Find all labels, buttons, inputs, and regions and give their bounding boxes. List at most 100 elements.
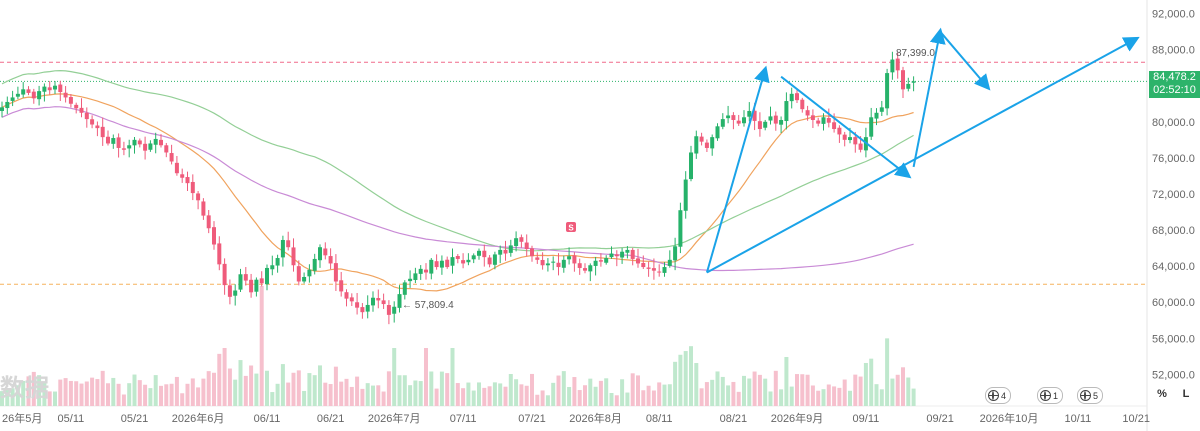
candle-body[interactable] <box>63 92 68 98</box>
candle-body[interactable] <box>26 89 31 93</box>
candle-body[interactable] <box>439 260 444 268</box>
candle-body[interactable] <box>238 274 243 290</box>
candle-body[interactable] <box>482 250 487 258</box>
percent-scale-button[interactable]: % <box>1157 388 1167 400</box>
candle-body[interactable] <box>704 142 709 148</box>
candle-body[interactable] <box>657 271 662 273</box>
candle-body[interactable] <box>784 101 789 122</box>
candle-body[interactable] <box>588 265 593 272</box>
candle-body[interactable] <box>259 278 264 284</box>
candle-body[interactable] <box>79 107 84 113</box>
candle-body[interactable] <box>503 249 508 254</box>
candle-body[interactable] <box>90 119 95 125</box>
candle-body[interactable] <box>519 237 524 242</box>
candle-body[interactable] <box>800 99 805 110</box>
candle-body[interactable] <box>646 267 651 269</box>
candle-body[interactable] <box>148 143 153 150</box>
candle-body[interactable] <box>710 137 715 149</box>
candle-body[interactable] <box>413 273 418 280</box>
candle-body[interactable] <box>556 262 561 268</box>
candle-body[interactable] <box>620 251 625 258</box>
candle-body[interactable] <box>561 259 566 268</box>
candle-body[interactable] <box>424 269 428 273</box>
candle-body[interactable] <box>174 162 179 174</box>
candle-body[interactable] <box>604 258 609 263</box>
candle-body[interactable] <box>106 136 110 144</box>
candle-body[interactable] <box>212 227 216 245</box>
candle-body[interactable] <box>121 148 126 150</box>
candle-body[interactable] <box>190 181 195 194</box>
candle-body[interactable] <box>323 248 328 256</box>
candle-body[interactable] <box>349 297 354 302</box>
candle-body[interactable] <box>111 138 116 144</box>
event-badge[interactable]: 5 <box>1077 387 1104 404</box>
candle-body[interactable] <box>890 59 895 73</box>
candle-body[interactable] <box>280 239 285 258</box>
candle-body[interactable] <box>286 240 291 248</box>
candle-body[interactable] <box>169 153 174 162</box>
candlesticks[interactable] <box>0 51 916 325</box>
candle-body[interactable] <box>487 257 492 265</box>
candle-body[interactable] <box>514 238 519 247</box>
candle-body[interactable] <box>545 263 550 266</box>
candle-body[interactable] <box>662 267 667 273</box>
trend-arrow[interactable] <box>912 27 946 168</box>
candle-body[interactable] <box>911 81 916 83</box>
trend-arrow[interactable] <box>705 65 770 273</box>
candle-body[interactable] <box>0 107 4 111</box>
candle-body[interactable] <box>879 107 884 112</box>
candle-body[interactable] <box>116 137 121 148</box>
candle-body[interactable] <box>768 116 773 121</box>
candle-body[interactable] <box>132 139 137 146</box>
candle-body[interactable] <box>699 136 704 142</box>
candle-body[interactable] <box>445 259 450 268</box>
candle-body[interactable] <box>535 257 540 260</box>
candle-body[interactable] <box>731 115 736 120</box>
candle-body[interactable] <box>795 93 799 101</box>
candle-body[interactable] <box>10 97 15 101</box>
candle-body[interactable] <box>906 83 911 89</box>
candle-body[interactable] <box>418 268 423 274</box>
candle-body[interactable] <box>720 119 725 127</box>
trend-arrow[interactable] <box>780 75 912 179</box>
candle-body[interactable] <box>832 122 837 130</box>
candle-body[interactable] <box>222 263 227 286</box>
candle-body[interactable] <box>715 126 720 139</box>
candle-body[interactable] <box>609 253 614 258</box>
candle-body[interactable] <box>95 125 100 129</box>
candle-body[interactable] <box>397 294 402 308</box>
event-badge[interactable]: 1 <box>1037 387 1064 404</box>
candle-body[interactable] <box>577 263 582 268</box>
candle-body[interactable] <box>779 119 784 125</box>
candle-body[interactable] <box>201 201 206 216</box>
candle-body[interactable] <box>355 302 360 308</box>
signal-marker-bg[interactable] <box>566 222 576 232</box>
candle-body[interactable] <box>752 110 757 121</box>
trend-arrow[interactable] <box>939 30 991 91</box>
candle-body[interactable] <box>275 258 280 266</box>
candle-body[interactable] <box>164 145 169 153</box>
candle-body[interactable] <box>625 249 630 253</box>
candle-body[interactable] <box>371 297 375 306</box>
candle-body[interactable] <box>826 118 831 123</box>
candle-body[interactable] <box>572 255 577 264</box>
candle-body[interactable] <box>217 243 222 265</box>
candle-body[interactable] <box>641 263 646 268</box>
candle-body[interactable] <box>673 246 678 261</box>
candle-body[interactable] <box>429 259 434 274</box>
candle-body[interactable] <box>492 254 497 265</box>
candle-body[interactable] <box>869 117 874 137</box>
log-scale-button[interactable]: L <box>1182 388 1190 400</box>
candle-body[interactable] <box>328 256 333 264</box>
candle-body[interactable] <box>143 143 148 151</box>
candle-body[interactable] <box>477 250 481 256</box>
time-axis[interactable]: 26年5月 05/11 05/21 2026年6月 06/11 06/21 2026年7月 0… <box>2 411 1150 425</box>
candle-body[interactable] <box>249 279 254 293</box>
candle-body[interactable] <box>742 117 746 124</box>
candle-body[interactable] <box>455 256 460 259</box>
candle-body[interactable] <box>344 292 349 299</box>
candle-body[interactable] <box>302 276 307 282</box>
candle-body[interactable] <box>694 136 699 154</box>
candle-body[interactable] <box>466 259 471 263</box>
candle-body[interactable] <box>339 280 344 292</box>
